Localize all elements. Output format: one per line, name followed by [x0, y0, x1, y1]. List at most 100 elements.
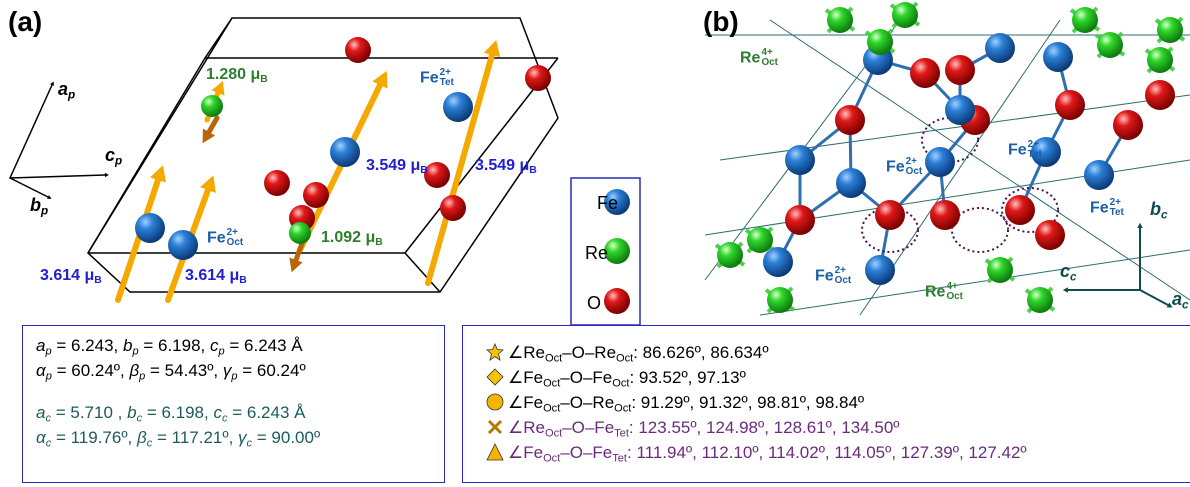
label: 1.280 μB — [206, 67, 268, 86]
label-text: Fe — [815, 267, 834, 285]
atom — [763, 247, 793, 277]
subscript: c — [1182, 298, 1189, 312]
angle-text: : 93.52º, 97.13º — [629, 368, 746, 387]
subscript: Tet — [1109, 207, 1124, 219]
sup-sub: 2+ Oct — [834, 265, 852, 287]
symbol: b — [127, 403, 137, 422]
atom — [1005, 195, 1035, 225]
angle-row: ∠FeOct–O–ReOct: 91.29º, 91.32º, 98.81º, … — [486, 393, 864, 414]
value: = 60.24º — [237, 361, 306, 380]
value: = 6.198, — [138, 336, 210, 355]
legend-label: O — [587, 293, 602, 313]
symbol: a — [36, 336, 46, 355]
label: 1.092 μB — [321, 230, 383, 249]
subscript: c — [45, 437, 52, 450]
label-text: Fe — [886, 158, 905, 176]
superscript: 2+ — [439, 67, 451, 78]
atom — [168, 230, 198, 260]
subscript: Oct — [614, 402, 632, 415]
angle-text: –O–Re — [560, 393, 615, 412]
arrow-head — [372, 70, 388, 89]
atom — [440, 195, 466, 221]
sup-sub: 2+ Tet — [1028, 139, 1042, 161]
lattice-row: αc = 119.76º, βc = 117.21º, γc = 90.00º — [36, 428, 320, 449]
subscript: Oct — [543, 402, 561, 415]
angle-text: ∠Fe — [508, 443, 544, 462]
label-text: Re — [925, 283, 946, 301]
sup-sub: 2+ Oct — [905, 156, 923, 178]
symbol: β — [137, 428, 147, 447]
subscript: B — [94, 275, 102, 287]
arrow-head — [483, 39, 501, 58]
subscript: Tet — [612, 452, 628, 465]
label: cc — [1060, 262, 1077, 283]
label: Re 4+ Oct — [925, 281, 963, 303]
label-text: c — [1060, 261, 1071, 281]
angle-marker — [486, 342, 504, 361]
label-text: a — [1172, 289, 1183, 309]
value: = 117.21º, — [152, 428, 239, 447]
arrow-head — [47, 195, 52, 199]
angle-text: : 91.29º, 91.32º, 98.81º, 98.84º — [631, 393, 865, 412]
label-text: Fe — [1090, 199, 1109, 217]
arrow-head — [1166, 302, 1173, 308]
subscript: B — [375, 237, 383, 249]
atom — [1043, 42, 1073, 72]
symbol: β — [129, 361, 140, 380]
angle-text: ∠Re — [508, 343, 545, 362]
subscript: Tet — [439, 77, 454, 89]
subscript: Oct — [544, 352, 563, 365]
lattice-line — [769, 19, 1190, 301]
atom — [1145, 80, 1175, 110]
atom — [1113, 110, 1143, 140]
value: = 119.76º, — [51, 428, 137, 447]
arrow-head — [200, 175, 216, 193]
label: cp — [105, 146, 122, 167]
atom — [201, 95, 223, 117]
subscript: Oct — [543, 452, 561, 465]
label: ac — [1172, 290, 1189, 311]
label: 3.614 μB — [185, 268, 247, 287]
sup-sub: 4+ Oct — [761, 47, 778, 69]
angle-text: ∠Fe — [508, 368, 544, 387]
angle-arc — [921, 117, 979, 163]
subscript: B — [239, 275, 247, 287]
atom — [945, 95, 975, 125]
atom — [424, 162, 450, 188]
value: = 60.24º, — [51, 361, 130, 380]
label-text: 3.549 μ — [366, 157, 421, 174]
atom — [330, 137, 360, 167]
value: = 6.243 Å — [224, 336, 303, 355]
label-text: Fe — [1008, 141, 1027, 159]
superscript: 2+ — [1109, 197, 1121, 208]
arrow-head — [150, 165, 166, 183]
superscript: 2+ — [834, 265, 846, 276]
label: ap — [58, 80, 75, 101]
label: Fe 2+ Oct — [207, 227, 244, 249]
label: 3.549 μB — [366, 158, 428, 177]
angle-box — [462, 325, 1190, 483]
label-text: 3.614 μ — [185, 267, 240, 284]
superscript: 2+ — [226, 227, 238, 238]
subscript: Oct — [905, 166, 923, 178]
symbol: α — [36, 361, 46, 380]
atom — [1072, 7, 1098, 33]
atom — [785, 205, 815, 235]
angle-marker — [486, 368, 504, 386]
subscript: p — [218, 345, 225, 358]
angle-marker — [486, 393, 504, 411]
legend-label: Re — [585, 243, 609, 263]
subscript: c — [146, 437, 153, 450]
angle-arc — [1001, 187, 1059, 233]
subscript: c — [246, 437, 253, 450]
sup-sub: 2+ Oct — [226, 227, 244, 249]
angle-marker — [487, 419, 503, 435]
subscript: B — [260, 74, 268, 86]
lattice-line — [759, 249, 1190, 316]
legend-fe — [604, 189, 630, 215]
panel-label: (b) — [703, 6, 739, 37]
angle-text: : 86.626º, 86.634º — [633, 343, 769, 362]
legend-label: Fe — [597, 193, 619, 213]
subscript: p — [68, 88, 76, 102]
value: = 54.43º, — [145, 361, 223, 380]
